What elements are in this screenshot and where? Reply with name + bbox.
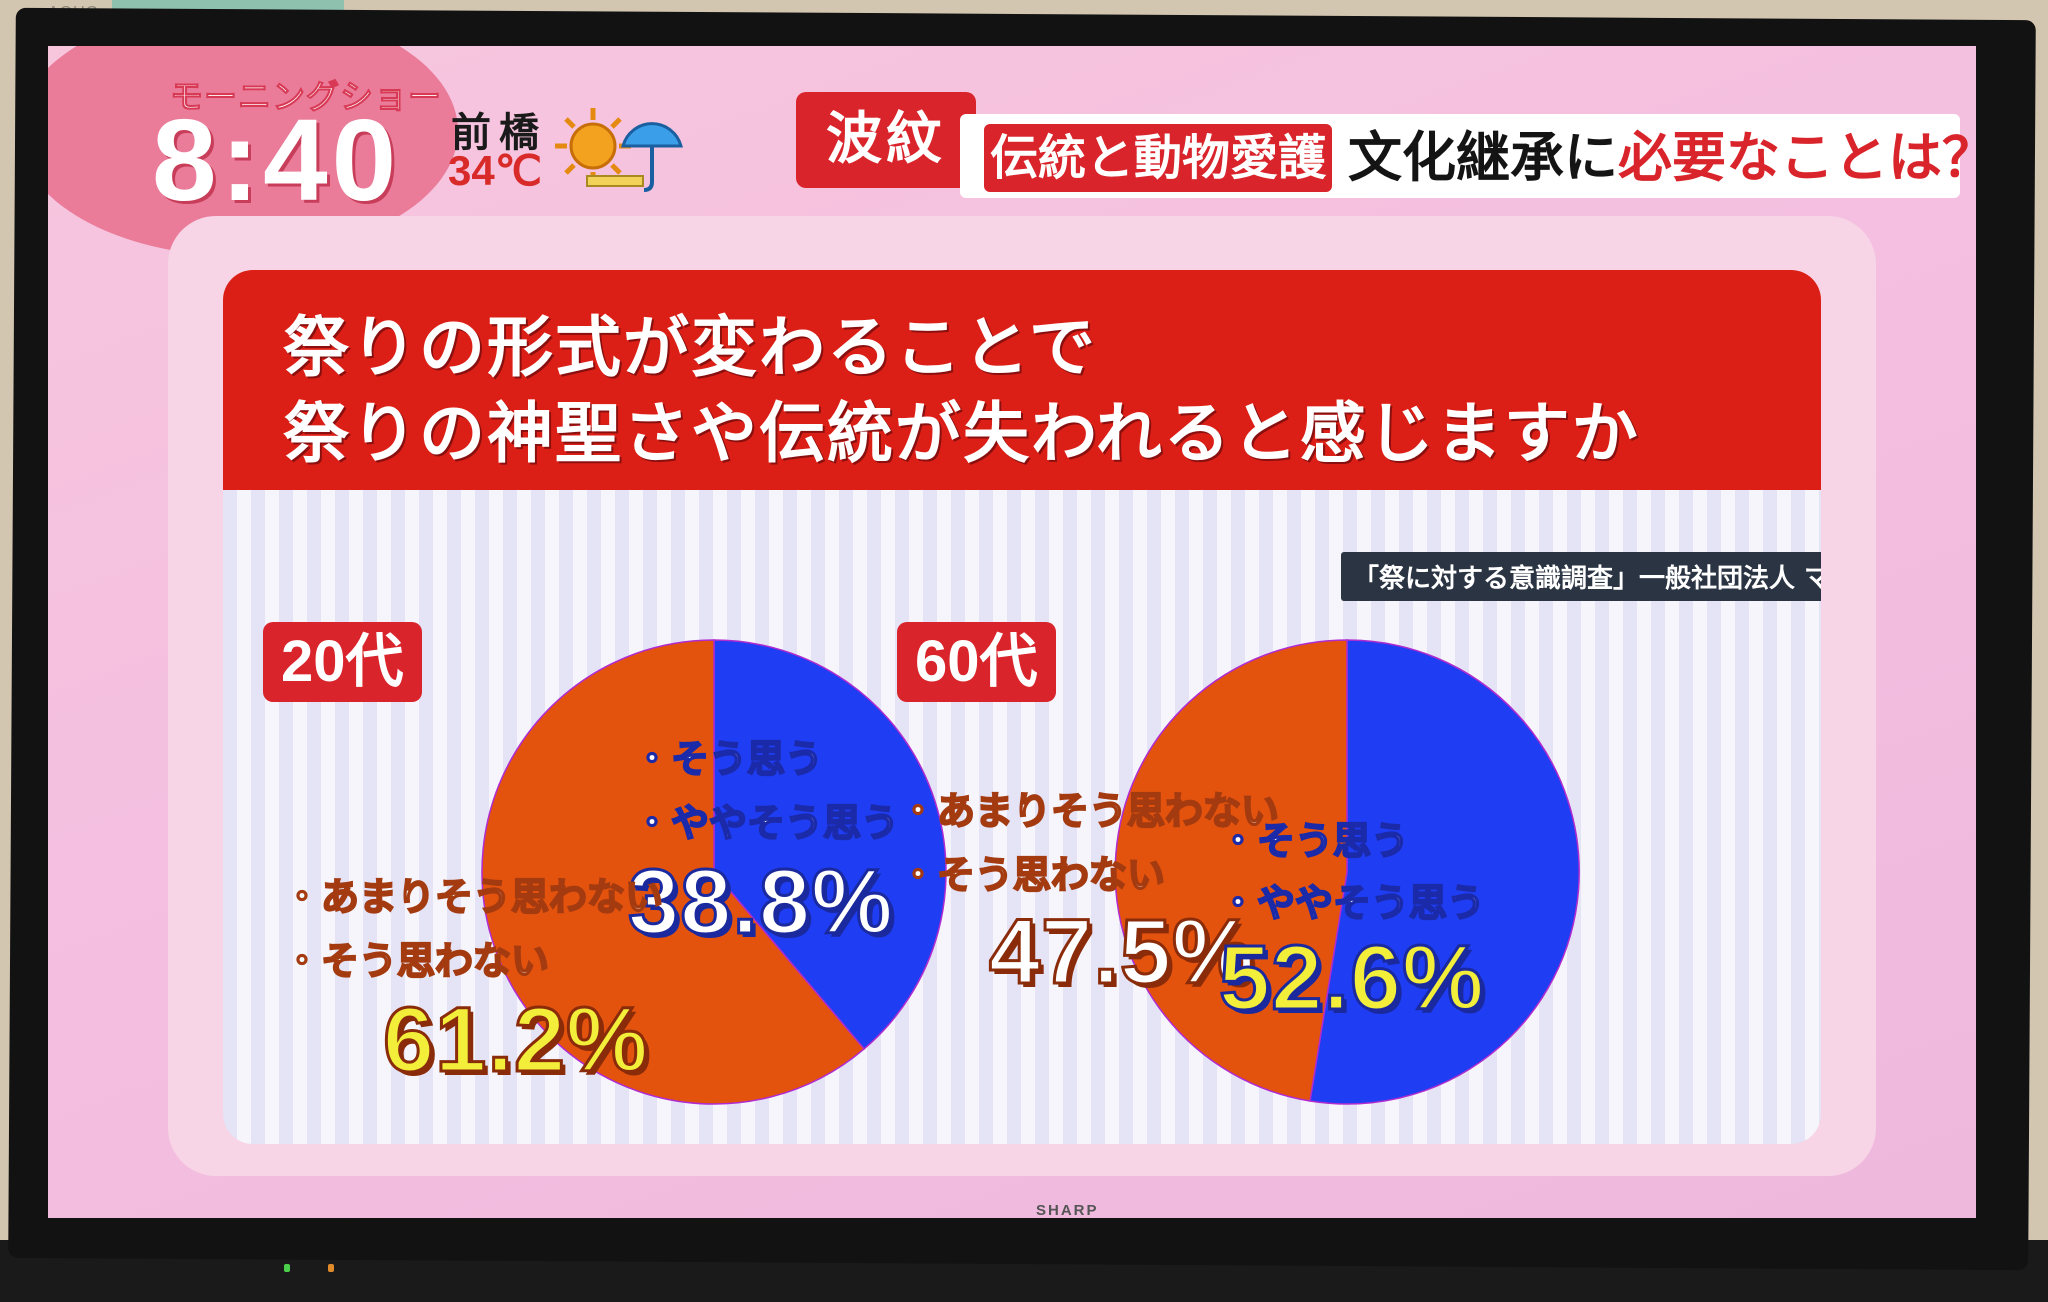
pie20-agree-value: 38.8%: [627, 850, 895, 955]
question-line-1: 祭りの形式が変わることで: [283, 309, 1098, 386]
pie60-disagree-value: 47.5%: [988, 900, 1256, 1005]
headline-part1: 文化継承に: [1348, 126, 1618, 189]
headline-part2: 必要なことは？: [1618, 126, 1976, 189]
pie20-disagree-label-2: ・そう思わない: [282, 938, 550, 984]
pie60-slice-1: [1114, 639, 1348, 1102]
chart-panel: 祭りの形式が変わることで 祭りの神聖さや伝統が失われると感じますか 「祭に対する…: [223, 270, 1821, 1144]
pie20-agree-label-1: ・そう思う: [632, 736, 824, 782]
question-band: 祭りの形式が変わることで 祭りの神聖さや伝統が失われると感じますか: [223, 270, 1821, 490]
pie-charts: [481, 639, 1580, 1105]
sun-umbrella-icon: [555, 108, 683, 192]
headline-tag: 伝統と動物愛護: [984, 124, 1332, 192]
headline-text: 文化継承に必要なことは？: [1348, 122, 1976, 194]
weather-temperature: 34℃: [448, 147, 542, 194]
pie60-agree-value: 52.6%: [1218, 926, 1486, 1031]
corner-tag: 波紋: [796, 92, 976, 188]
status-led: [328, 1264, 334, 1272]
show-name: モーニングショー: [170, 77, 442, 117]
tv-brand-logo: SHARP: [1036, 1202, 1099, 1219]
pie20-disagree-label-1: ・あまりそう思わない: [282, 874, 664, 920]
chart-title-60s: 60代: [897, 622, 1056, 702]
power-led: [284, 1264, 290, 1272]
tv-screen: モーニングショー 8:40 前橋 34℃ 波紋 伝統と動物愛護 文化継承に必要な…: [48, 46, 1976, 1218]
pie60-disagree-label-1: ・あまりそう思わない: [898, 788, 1280, 834]
pie60-disagree-label-2: ・そう思わない: [898, 852, 1166, 898]
clock: 8:40: [152, 95, 401, 225]
pie60-slice-0: [1309, 639, 1580, 1105]
source-caption: 「祭に対する意識調査」一般社団法人 マツリズム: [1341, 552, 1821, 601]
weather-city: 前橋: [451, 110, 547, 156]
pie60-agree-label-1: ・そう思う: [1218, 818, 1410, 864]
pie20-agree-label-2: ・ややそう思う: [632, 800, 900, 846]
chart-title-20s: 20代: [263, 622, 422, 702]
pie60-agree-label-2: ・ややそう思う: [1218, 880, 1486, 926]
pie20-slice-1: [481, 639, 866, 1105]
pie20-slice-0: [713, 639, 947, 1050]
pie20-disagree-value: 61.2%: [382, 988, 650, 1093]
question-line-2: 祭りの神聖さや伝統が失われると感じますか: [283, 395, 1640, 472]
